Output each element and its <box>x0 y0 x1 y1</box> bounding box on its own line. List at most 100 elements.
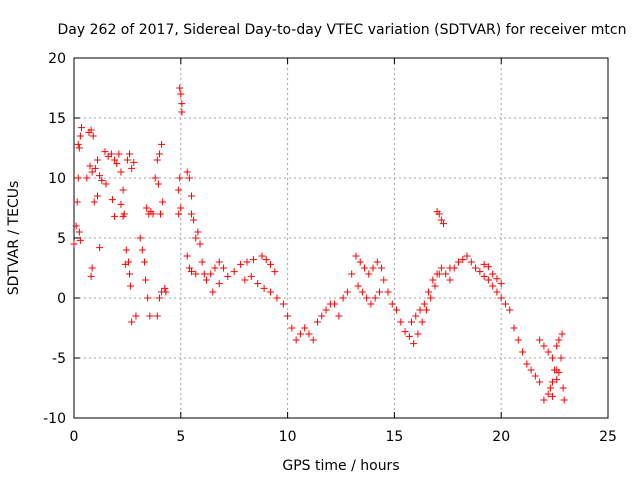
data-point <box>422 306 430 314</box>
data-point <box>183 168 191 176</box>
data-point <box>480 272 488 280</box>
data-point <box>418 318 426 326</box>
data-point <box>497 294 505 302</box>
x-tick-label: 10 <box>279 429 297 445</box>
data-point <box>89 132 97 140</box>
data-point <box>531 372 539 380</box>
data-point <box>410 340 418 348</box>
data-point <box>305 330 313 338</box>
data-point <box>397 318 405 326</box>
data-point <box>77 124 85 132</box>
data-point <box>425 288 433 296</box>
data-point <box>211 264 219 272</box>
data-point <box>519 348 527 356</box>
data-point <box>553 342 561 350</box>
y-tick-label: 20 <box>48 51 66 67</box>
data-point <box>159 198 167 206</box>
data-point <box>187 192 195 200</box>
data-point <box>155 150 163 158</box>
plot-frame <box>73 57 609 419</box>
data-point <box>247 272 255 280</box>
x-tick-label: 0 <box>70 429 79 445</box>
data-point <box>91 164 99 172</box>
data-point <box>183 252 191 260</box>
y-tick-label: 5 <box>57 231 66 247</box>
data-point <box>352 252 360 260</box>
data-point <box>153 156 161 164</box>
y-tick-label: 15 <box>48 111 66 127</box>
data-point <box>489 282 497 290</box>
data-point <box>446 276 454 284</box>
data-point <box>215 258 223 266</box>
data-point <box>523 360 531 368</box>
data-point <box>429 276 437 284</box>
data-point <box>318 312 326 320</box>
data-point <box>437 216 445 224</box>
data-point <box>258 252 266 260</box>
data-point <box>548 392 556 400</box>
data-point <box>506 306 514 314</box>
data-point <box>96 172 104 180</box>
data-point <box>405 332 413 340</box>
data-point <box>200 270 208 278</box>
data-point <box>96 244 104 252</box>
data-point <box>548 354 556 362</box>
data-point <box>551 366 559 374</box>
data-point <box>437 264 445 272</box>
data-point <box>484 263 492 271</box>
data-point <box>450 264 458 272</box>
x-tick-label: 15 <box>385 429 403 445</box>
data-point <box>375 288 383 296</box>
data-point <box>177 204 185 212</box>
x-axis-label: GPS time / hours <box>282 458 399 474</box>
data-point <box>140 258 148 266</box>
data-point <box>388 300 396 308</box>
data-point <box>115 150 123 158</box>
data-point <box>262 256 270 264</box>
data-point <box>463 252 471 260</box>
data-point <box>555 368 563 376</box>
data-point <box>198 258 206 266</box>
data-point <box>510 324 518 332</box>
data-point <box>126 150 134 158</box>
data-point <box>544 348 552 356</box>
data-point <box>185 264 193 272</box>
data-point <box>143 204 151 212</box>
data-point <box>157 210 165 218</box>
data-point <box>431 282 439 290</box>
data-point <box>73 198 81 206</box>
data-point <box>365 270 373 278</box>
data-point <box>192 234 200 242</box>
data-point <box>70 240 78 248</box>
data-point <box>122 246 130 254</box>
grid <box>74 58 608 418</box>
data-point <box>292 336 300 344</box>
data-point <box>369 264 377 272</box>
data-point <box>101 148 109 156</box>
data-point <box>546 384 554 392</box>
data-point <box>301 324 309 332</box>
data-point <box>119 212 127 220</box>
data-point <box>87 272 95 280</box>
data-point <box>83 174 91 182</box>
data-point <box>149 210 157 218</box>
data-point <box>88 168 96 176</box>
data-point <box>558 330 566 338</box>
data-point <box>241 276 249 284</box>
data-point <box>187 210 195 218</box>
data-point <box>371 294 379 302</box>
data-point <box>151 174 159 182</box>
data-point <box>237 260 245 268</box>
data-point <box>380 276 388 284</box>
data-point <box>75 144 83 152</box>
chart-title: Day 262 of 2017, Sidereal Day-to-day VTE… <box>58 22 627 38</box>
data-point <box>484 276 492 284</box>
data-point <box>459 256 467 264</box>
data-point <box>358 288 366 296</box>
data-point <box>155 294 163 302</box>
data-point <box>384 288 392 296</box>
data-point <box>121 260 129 268</box>
data-point <box>117 200 125 208</box>
data-point <box>401 328 409 336</box>
data-point <box>177 90 185 98</box>
